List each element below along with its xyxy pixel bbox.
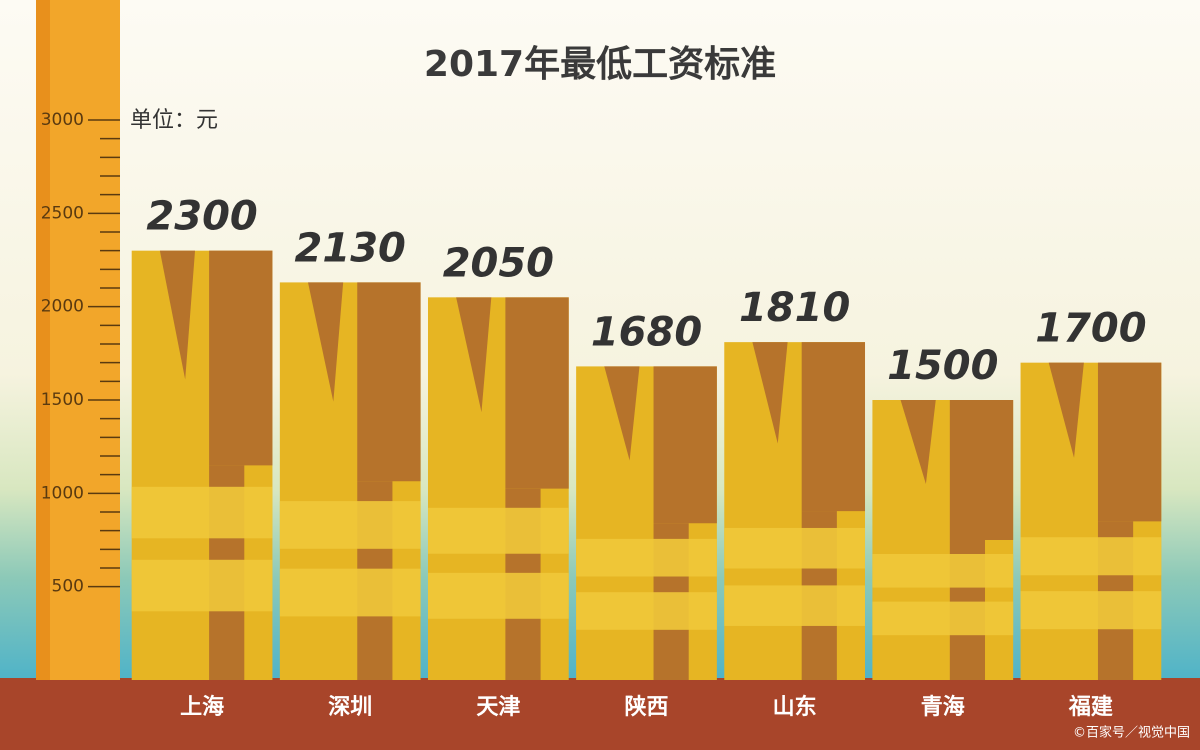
x-tick-label: 深圳	[328, 695, 372, 720]
bar-notch	[307, 282, 344, 402]
bar-notch	[1048, 362, 1084, 458]
bar-stroke	[1020, 591, 1162, 630]
y-tick-label: 1500	[41, 390, 84, 410]
bar-notch	[456, 297, 492, 413]
yuan-bar	[131, 250, 273, 680]
ground	[0, 678, 1200, 750]
yuan-bar	[279, 282, 421, 680]
x-tick-label: 山东	[773, 694, 817, 720]
bar-notch	[752, 342, 788, 444]
bar-stroke	[576, 538, 717, 577]
y-tick-label: 3000	[41, 110, 84, 130]
y-tick-label: 1000	[41, 483, 84, 503]
x-tick-label: 陕西	[624, 695, 668, 720]
value-label: 1500	[887, 343, 998, 389]
x-tick-label: 福建	[1068, 695, 1113, 720]
bar-stroke	[1020, 537, 1162, 576]
bar-shade	[801, 342, 866, 512]
bar-stroke	[279, 568, 421, 617]
value-label: 1810	[739, 285, 850, 331]
value-label: 1700	[1035, 306, 1146, 352]
yuan-bar	[427, 297, 569, 680]
bar-shade	[1097, 362, 1162, 522]
unit-label: 单位：元	[130, 108, 218, 133]
value-label: 2050	[443, 240, 554, 286]
bar-stroke	[279, 501, 421, 549]
bar-shade	[209, 250, 273, 466]
yuan-bar	[576, 366, 717, 680]
ruler-edge	[36, 0, 50, 680]
bar-stroke	[427, 572, 569, 619]
x-tick-label: 天津	[476, 694, 520, 720]
x-tick-label: 青海	[921, 694, 965, 720]
bar-notch	[159, 250, 196, 380]
value-label: 2130	[295, 225, 406, 271]
bar-shade	[949, 400, 1014, 540]
value-label: 1680	[591, 309, 702, 355]
yuan-bar	[724, 342, 866, 680]
bar-stroke	[576, 592, 717, 630]
bar-stroke	[872, 554, 1014, 588]
chart-title: 2017年最低工资标准	[424, 44, 776, 85]
bar-shade	[357, 282, 421, 482]
yuan-bar	[872, 400, 1014, 680]
bar-stroke	[724, 585, 866, 626]
bar-stroke	[724, 527, 866, 569]
bar-stroke	[131, 486, 273, 539]
bar-stroke	[427, 507, 569, 554]
y-tick-label: 2000	[41, 297, 84, 317]
bar-shade	[653, 366, 717, 524]
bar-notch	[900, 400, 936, 484]
yuan-bar	[1020, 362, 1162, 680]
bar-stroke	[131, 559, 273, 612]
bar-notch	[604, 366, 640, 461]
watermark: ©百家号／视觉中国	[1073, 725, 1190, 741]
y-tick-label: 2500	[41, 203, 84, 223]
bar-shade	[505, 297, 569, 489]
x-tick-label: 上海	[180, 694, 224, 720]
bar-stroke	[872, 601, 1014, 636]
value-label: 2300	[146, 194, 257, 240]
y-tick-label: 500	[52, 577, 84, 597]
